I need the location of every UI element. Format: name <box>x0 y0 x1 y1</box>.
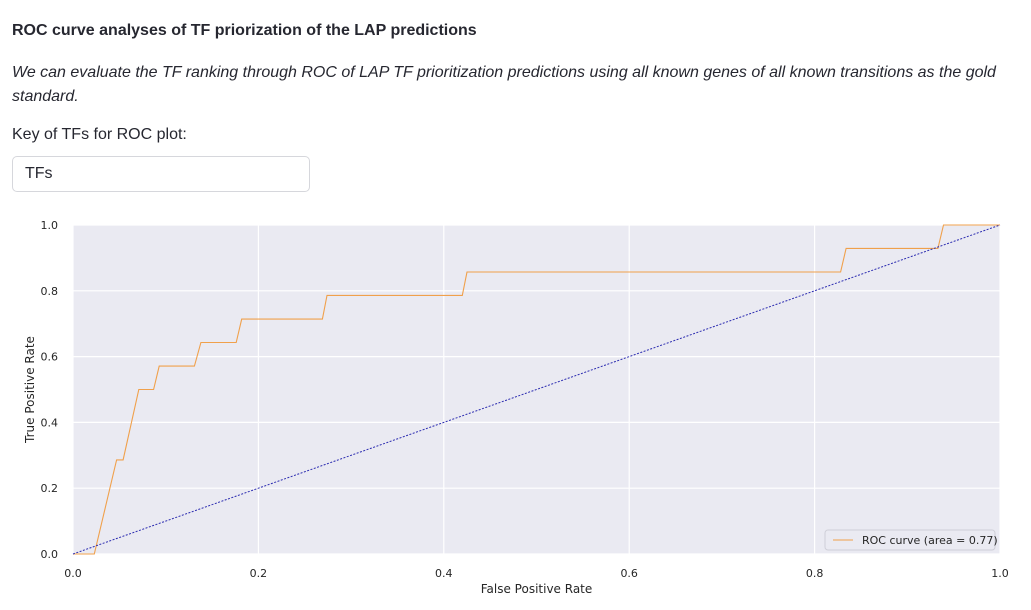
tick-labels: 0.0 0.2 0.4 0.6 0.8 1.0 0.0 0.2 0.4 0.6 0.8 1.0 <box>41 219 1009 580</box>
legend: ROC curve (area = 0.77) <box>824 529 998 551</box>
x-tick-label: 0.0 <box>64 567 82 580</box>
x-tick-label: 0.6 <box>620 567 638 580</box>
y-tick-label: 0.2 <box>41 482 59 495</box>
legend-box <box>824 529 996 551</box>
x-tick-label: 0.2 <box>250 567 268 580</box>
y-tick-label: 0.8 <box>41 285 59 298</box>
roc-key-label: Key of TFs for ROC plot: <box>12 126 187 143</box>
roc-key-input[interactable] <box>12 156 310 192</box>
section-description: We can evaluate the TF ranking through R… <box>12 64 996 105</box>
x-tick-label: 0.4 <box>435 567 453 580</box>
x-axis-label: False Positive Rate <box>481 582 593 596</box>
y-tick-label: 1.0 <box>41 219 59 232</box>
chance-diagonal-line <box>72 224 1001 555</box>
x-tick-label: 1.0 <box>991 567 1009 580</box>
section-title: ROC curve analyses of TF priorization of… <box>12 22 477 39</box>
y-axis-label: True Positive Rate <box>23 336 37 444</box>
x-tick-label: 0.8 <box>806 567 824 580</box>
roc-chart: 0.0 0.2 0.4 0.6 0.8 1.0 0.0 0.2 0.4 0.6 0.8 1.0 Fal… <box>23 219 1009 596</box>
y-tick-label: 0.0 <box>41 548 59 561</box>
y-tick-label: 0.4 <box>41 416 59 429</box>
y-tick-label: 0.6 <box>41 351 59 364</box>
roc-curve-line <box>73 224 1000 555</box>
grid-lines <box>72 224 1001 555</box>
legend-label: ROC curve (area = 0.77) <box>862 534 998 547</box>
data-lines <box>72 224 1001 555</box>
